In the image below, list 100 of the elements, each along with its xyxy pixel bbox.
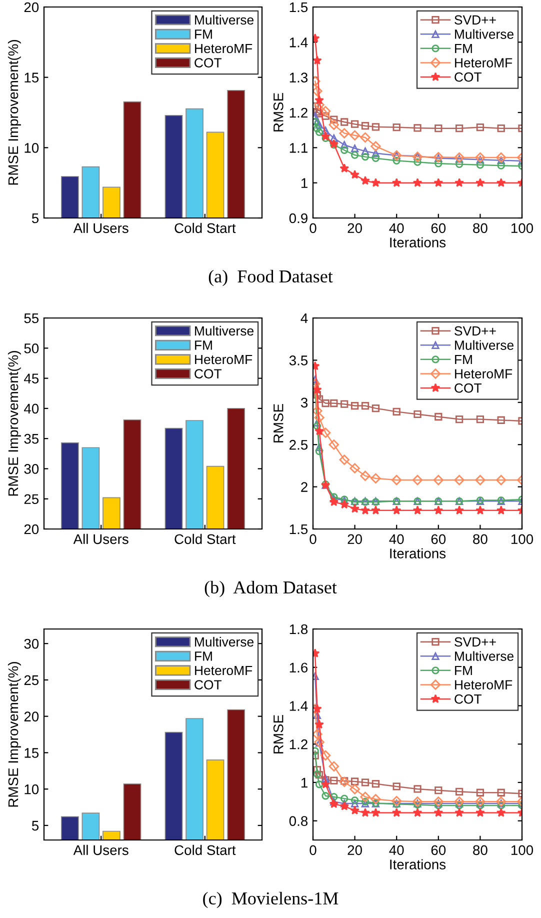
legend-label: SVD++ [454, 637, 496, 647]
x-tick-label: Cold Start [174, 222, 236, 234]
y-tick-label: 20 [24, 712, 39, 722]
legend-label: HeteroMF [195, 44, 252, 54]
x-tick-label: Cold Start [174, 844, 236, 856]
y-axis-title: RMSE Improvement(%) [8, 662, 21, 807]
x-tick-label: 100 [511, 845, 534, 856]
y-tick-label: 30 [24, 638, 39, 649]
y-axis-title: RMSE Improvement(%) [8, 351, 21, 496]
legend-label: FM [195, 30, 212, 39]
y-tick-label: 1.2 [290, 108, 308, 118]
x-tick-label: 100 [511, 223, 534, 234]
legend-label: SVD++ [454, 15, 496, 25]
x-tick-label: 60 [431, 845, 446, 856]
legend-label: FM [195, 652, 212, 661]
x-tick-label: 60 [431, 223, 446, 234]
y-tick-label: 15 [24, 72, 39, 83]
y-tick-label: 25 [24, 494, 39, 504]
y-tick-label: 50 [24, 343, 39, 354]
y-tick-label: 10 [24, 143, 39, 153]
legend-label: FM [455, 666, 472, 676]
x-tick-label: 0 [310, 845, 316, 856]
y-tick-label: 40 [24, 404, 39, 414]
legend-label: Multiverse [455, 29, 514, 39]
x-tick-label: All Users [73, 222, 128, 234]
legend-label: Multiverse [195, 636, 254, 647]
legend-label: COT [194, 58, 222, 68]
legend-label: HeteroMF [195, 666, 252, 676]
y-tick-label: 35 [24, 434, 39, 444]
y-axis-title: RMSE [273, 715, 284, 754]
x-tick-label: 20 [348, 845, 362, 856]
y-axis-title: RMSE [273, 404, 284, 442]
legend-label: HeteroMF [455, 58, 512, 68]
y-tick-label: 45 [24, 374, 39, 384]
y-axis-title: RMSE Improvement(%) [8, 40, 21, 185]
legend-label: FM [195, 340, 212, 350]
x-tick-label: 80 [473, 534, 488, 544]
y-tick-label: 4 [300, 313, 308, 324]
legend-label: FM [455, 354, 472, 364]
y-tick-label: 1.6 [290, 662, 308, 673]
legend-label: COT [194, 680, 222, 690]
x-tick-label: 20 [348, 534, 362, 544]
y-tick-label: 3.5 [289, 356, 308, 366]
y-tick-label: 1.3 [290, 72, 308, 83]
y-tick-label: 15 [24, 748, 39, 758]
legend-label: Multiverse [455, 340, 514, 350]
y-tick-label: 55 [24, 313, 39, 324]
legend-label: Multiverse [195, 14, 254, 25]
y-tick-label: 30 [24, 464, 39, 474]
legend-label: Multiverse [455, 651, 514, 661]
y-tick-label: 1.4 [290, 38, 308, 48]
y-tick-label: 1 [301, 778, 308, 788]
x-tick-label: 100 [511, 534, 534, 544]
x-tick-label: 40 [389, 534, 404, 544]
y-tick-label: 1 [301, 178, 308, 188]
x-tick-label: 20 [348, 223, 362, 234]
legend-label: FM [455, 44, 472, 54]
x-axis-title: Iterations [390, 548, 446, 558]
legend-label: COT [454, 72, 482, 82]
x-tick-label: All Users [73, 844, 128, 856]
y-tick-label: 2.5 [290, 440, 308, 450]
x-tick-label: 0 [310, 223, 316, 234]
x-tick-label: 40 [389, 845, 404, 856]
text: (a) Food Dataset [208, 270, 333, 286]
y-tick-label: 20 [24, 2, 39, 12]
x-tick-label: 80 [473, 845, 488, 856]
y-tick-label: 0.9 [289, 213, 308, 224]
legend-label: HeteroMF [195, 354, 252, 364]
y-tick-label: 2 [301, 482, 308, 492]
y-tick-label: 3 [300, 398, 308, 408]
y-tick-label: 1.8 [290, 624, 308, 634]
y-tick-label: 1.4 [290, 701, 308, 711]
legend-label: COT [454, 694, 482, 704]
legend-label: COT [454, 383, 482, 393]
legend-label: HeteroMF [455, 680, 512, 690]
x-axis-title: Iterations [390, 859, 446, 870]
x-tick-label: 80 [473, 223, 488, 234]
text: (b) Adom Dataset [204, 580, 337, 598]
x-tick-label: 0 [310, 534, 316, 544]
y-tick-label: 5 [32, 213, 39, 224]
x-tick-label: Cold Start [174, 534, 236, 544]
y-tick-label: 1.1 [290, 143, 308, 153]
text: (c) Movielens-1M [203, 892, 338, 908]
legend-label: Multiverse [195, 326, 254, 336]
y-tick-label: 0.8 [289, 816, 308, 826]
legend-label: COT [194, 369, 222, 378]
x-tick-label: 60 [431, 534, 446, 544]
legend-label: SVD++ [454, 326, 496, 336]
y-tick-label: 25 [24, 675, 39, 686]
y-tick-label: 1.2 [290, 739, 308, 750]
y-tick-label: 1.5 [290, 524, 308, 534]
y-tick-label: 20 [24, 524, 39, 534]
y-axis-title: RMSE [273, 93, 284, 132]
y-tick-label: 5 [32, 820, 39, 831]
x-tick-label: All Users [73, 534, 128, 544]
x-axis-title: Iterations [390, 237, 446, 248]
y-tick-label: 10 [24, 784, 39, 794]
legend-label: HeteroMF [455, 369, 512, 378]
y-tick-label: 1.5 [290, 2, 308, 12]
x-tick-label: 40 [389, 223, 404, 234]
